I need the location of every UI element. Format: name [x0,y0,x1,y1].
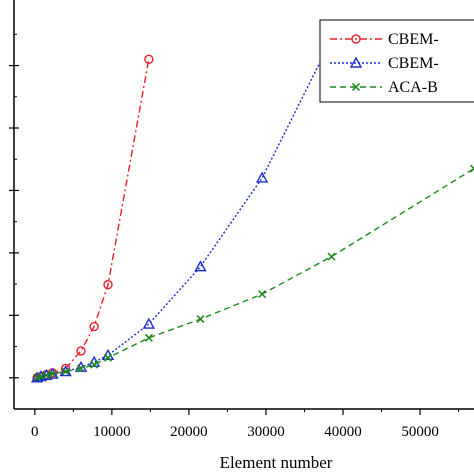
series-3-point [103,353,113,362]
legend-label: CBEM- [388,55,439,72]
series-3-point [77,364,86,373]
x-axis-title: Element number [220,453,333,472]
series-1-point [89,321,99,332]
series-3 [33,164,474,382]
series-1-point [76,346,86,356]
series-3-point [144,333,153,342]
x-tick-label: 0 [31,424,39,440]
x-tick-label: 50000 [401,424,439,440]
legend-entry-1: CBEM- [330,31,439,48]
series-layer [30,32,474,383]
legend-label: ACA-B [388,79,438,96]
series-3-point [42,371,51,380]
legend-box [319,19,474,103]
x-tick-label: 10000 [93,424,131,440]
legend-marker [349,56,363,68]
series-2-point [255,171,269,183]
series-2-point [194,260,207,272]
series-1-point [103,280,113,290]
series-3-line [36,168,474,379]
legend-marker [351,82,361,92]
series-2-point [46,367,59,379]
legend-entry-2: CBEM- [330,55,439,72]
series-3-point [196,315,205,324]
series-1 [32,54,154,383]
x-tick-label: 30000 [247,424,285,440]
series-2-line [36,38,333,379]
series-3-point [61,367,70,376]
x-tick-label: 40000 [324,424,362,440]
series-3-point [327,252,336,261]
series-3-point [48,370,57,379]
series-2-point [142,317,156,329]
x-tick-label: 20000 [170,424,208,440]
legend: CBEM- CBEM- ACA-B [319,19,474,103]
legend-marker [351,34,361,44]
series-3-point [469,164,474,173]
legend-entry-3: ACA-B [330,79,438,96]
axis-layer: 0 10000 20000 30000 40000 50000 [9,33,460,440]
legend-label: CBEM- [388,31,439,48]
series-1-point [144,54,154,65]
series-2 [30,32,338,383]
series-3-point [258,290,267,299]
series-3-point [90,360,99,369]
